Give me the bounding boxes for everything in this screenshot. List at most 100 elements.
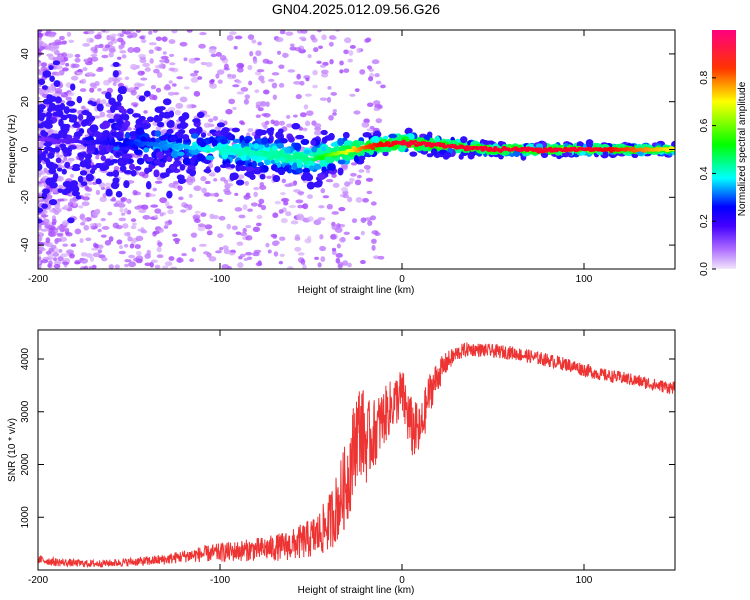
heatmap-noise-cell xyxy=(67,91,75,97)
heatmap-ridge-cell xyxy=(48,65,54,71)
heatmap-ridge-cell xyxy=(47,163,55,169)
heatmap-ridge-cell xyxy=(253,143,260,150)
heatmap-noise-cell xyxy=(38,236,43,242)
heatmap-noise-cell xyxy=(228,98,236,105)
heatmap-noise-cell xyxy=(217,198,223,203)
heatmap-noise-cell xyxy=(40,62,48,67)
heatmap-noise-cell xyxy=(244,180,250,186)
heatmap-noise-cell xyxy=(197,223,206,228)
heatmap-ridge-cell xyxy=(45,177,54,186)
heatmap-core-cell xyxy=(412,139,418,144)
heatmap-ridge-cell xyxy=(74,131,83,138)
heatmap-noise-cell xyxy=(74,261,81,265)
heatmap-noise-cell xyxy=(223,248,230,255)
heatmap-noise-cell xyxy=(158,63,166,69)
colorbar-tick-label: 0.4 xyxy=(699,166,710,180)
heatmap-noise-cell xyxy=(347,262,352,268)
snr-xtick-label: -200 xyxy=(28,575,48,586)
heatmap-noise-cell xyxy=(299,112,307,118)
heatmap-noise-cell xyxy=(238,120,245,125)
heatmap-ridge-cell xyxy=(43,99,51,105)
heatmap-noise-cell xyxy=(152,231,157,237)
heatmap-noise-cell xyxy=(312,84,318,89)
heatmap-ridge-cell xyxy=(176,151,185,157)
heatmap-noise-cell xyxy=(167,107,176,112)
heatmap-ridge-cell xyxy=(238,165,247,172)
heatmap-noise-cell xyxy=(101,256,108,262)
heatmap-noise-cell xyxy=(157,241,163,247)
heatmap-noise-cell xyxy=(172,238,181,242)
heatmap-noise-cell xyxy=(128,254,136,259)
heatmap-ridge-cell xyxy=(586,140,593,149)
heatmap-ridge-cell xyxy=(123,180,130,189)
heatmap-ridge-cell xyxy=(232,143,239,149)
heatmap-noise-cell xyxy=(135,30,141,33)
heatmap-noise-cell xyxy=(144,67,151,72)
heatmap-noise-cell xyxy=(351,218,358,224)
heatmap-noise-cell xyxy=(250,202,258,207)
heatmap-ridge-cell xyxy=(214,166,221,173)
heatmap-noise-cell xyxy=(51,221,57,226)
heatmap-ridge-cell xyxy=(66,100,76,107)
heatmap-noise-cell xyxy=(374,73,380,78)
heatmap-ridge-cell xyxy=(225,162,231,168)
heatmap-noise-cell xyxy=(255,222,262,227)
heatmap-noise-cell xyxy=(270,119,275,125)
heatmap-noise-cell xyxy=(117,203,126,208)
heatmap-ridge-cell xyxy=(38,78,46,85)
heatmap-noise-cell xyxy=(375,118,383,124)
heatmap-ridge-cell xyxy=(295,167,304,174)
heatmap-ridge-cell xyxy=(65,186,72,194)
heatmap-ridge-cell xyxy=(59,132,66,139)
heatmap-noise-cell xyxy=(65,232,73,237)
heatmap-noise-cell xyxy=(350,172,357,177)
heatmap-noise-cell xyxy=(375,80,382,85)
heatmap-ridge-cell xyxy=(63,106,70,115)
heatmap-ridge-cell xyxy=(165,152,173,157)
snr-ytick-label: 4000 xyxy=(20,347,31,370)
heatmap-ridge-cell xyxy=(120,86,127,94)
heatmap-noise-cell xyxy=(339,69,344,74)
heatmap-ridge-cell xyxy=(46,94,53,101)
heatmap-noise-cell xyxy=(48,85,56,91)
heatmap-noise-cell xyxy=(62,243,69,247)
heatmap-ridge-cell xyxy=(99,164,108,172)
heatmap-ridge-cell xyxy=(296,159,303,168)
heatmap-noise-cell xyxy=(149,58,154,64)
heatmap-ridge-cell xyxy=(43,150,49,155)
heatmap-ridge-cell xyxy=(78,113,84,121)
heatmap-noise-cell xyxy=(226,223,232,230)
heatmap-noise-cell xyxy=(84,192,91,197)
heatmap-noise-cell xyxy=(278,64,285,69)
heatmap-noise-cell xyxy=(304,238,312,244)
heatmap-noise-cell xyxy=(349,44,356,49)
heatmap-ridge-cell xyxy=(182,157,191,166)
heatmap-noise-cell xyxy=(77,145,85,150)
heatmap-noise-cell xyxy=(223,63,229,70)
heatmap-noise-cell xyxy=(364,38,370,43)
heatmap-noise-cell xyxy=(50,48,57,53)
heatmap-noise-cell xyxy=(331,211,339,215)
heatmap-noise-cell xyxy=(156,246,162,253)
heatmap-noise-cell xyxy=(363,164,371,170)
heatmap-ridge-cell xyxy=(38,123,45,129)
heatmap-noise-cell xyxy=(227,73,232,78)
heatmap-noise-cell xyxy=(319,64,327,68)
heatmap-noise-cell xyxy=(331,247,337,252)
heatmap-core-cell xyxy=(386,141,391,145)
heatmap-noise-cell xyxy=(54,203,61,209)
heatmap-ridge-cell xyxy=(319,159,327,167)
heatmap-noise-cell xyxy=(355,196,363,203)
heatmap-ridge-cell xyxy=(308,165,315,171)
heatmap-noise-cell xyxy=(95,155,100,160)
heatmap-noise-cell xyxy=(61,52,68,58)
heatmap-ridge-cell xyxy=(220,138,228,145)
heatmap-ytick-label: -20 xyxy=(20,190,31,205)
colorbar-tick-label: 0.2 xyxy=(699,214,710,228)
heatmap-noise-cell xyxy=(148,49,154,54)
heatmap-noise-cell xyxy=(153,214,159,219)
heatmap-noise-cell xyxy=(193,70,199,74)
colorbar-tick-label: 0.8 xyxy=(699,70,710,84)
heatmap-noise-cell xyxy=(130,89,137,96)
heatmap-noise-cell xyxy=(154,264,161,269)
